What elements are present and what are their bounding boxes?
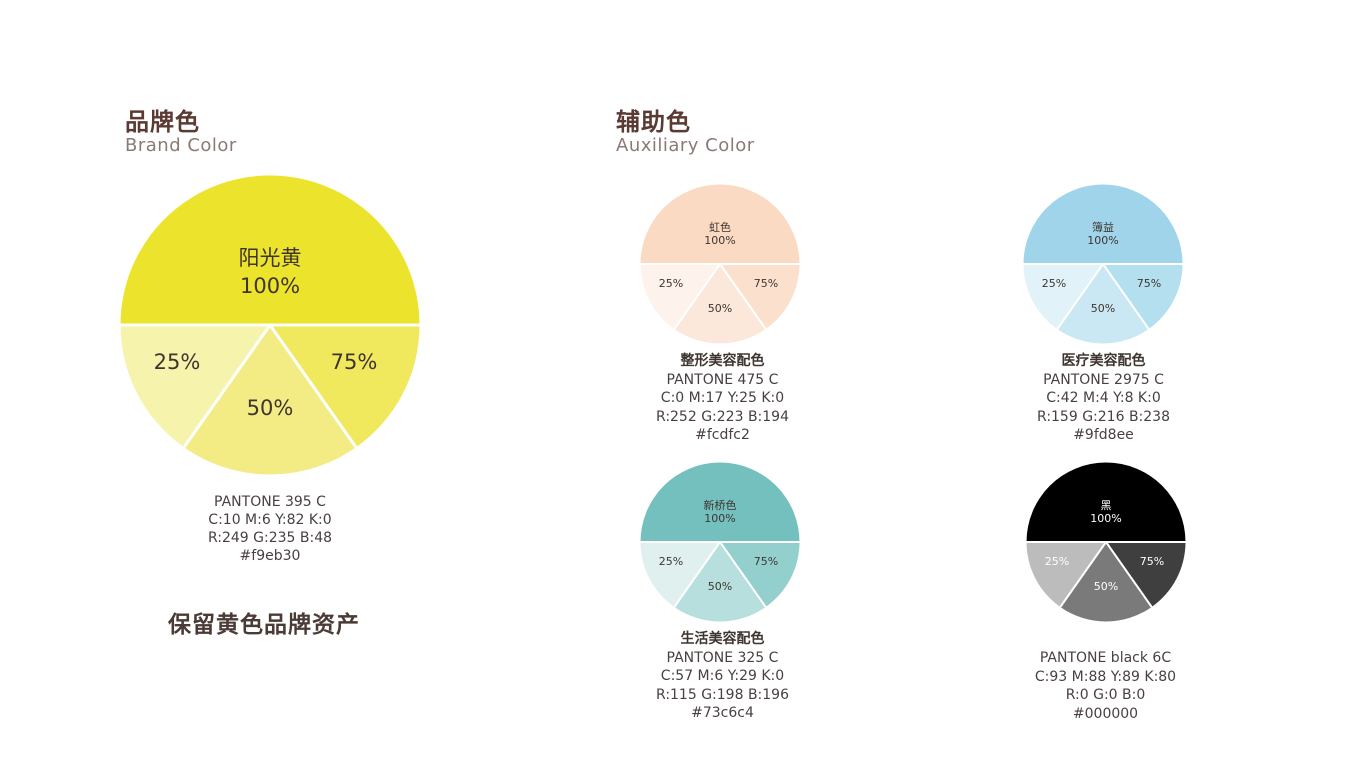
swatch-full-segment — [120, 175, 420, 325]
hex-code: #fcdfc2 — [695, 427, 750, 443]
swatch-tint75-segment — [270, 325, 420, 448]
pantone-code: PANTONE 2975 C — [1043, 371, 1164, 388]
hex-code: #000000 — [1072, 705, 1139, 722]
pantone-code: PANTONE 395 C — [214, 494, 326, 510]
swatch-full-label: 100% — [704, 234, 735, 247]
usage-label: 整形美容配色 — [680, 353, 765, 369]
swatch-tint75-label: 75% — [754, 555, 778, 568]
brand-color-heading: 品牌色 Brand Color — [125, 109, 237, 157]
swatch-tint50-segment — [674, 542, 766, 622]
auxiliary-color-subtitle: Auxiliary Color — [616, 135, 755, 156]
swatch-tint50-segment — [1060, 542, 1152, 622]
brand-color-title: 品牌色 — [125, 108, 200, 136]
pantone-code: PANTONE black 6C — [1039, 650, 1172, 666]
swatch-tint50-segment — [184, 325, 356, 475]
swatch-tint75-label: 75% — [331, 350, 378, 374]
rgb-values: R:115 G:198 B:196 — [656, 686, 789, 703]
swatch-full-label: 100% — [1087, 234, 1118, 247]
auxiliary-swatch-teal: 新桥色 100% 25% 75% 50% — [639, 462, 801, 622]
cmyk-values: C:10 M:6 Y:82 K:0 — [208, 512, 332, 528]
swatch-tint25-label: 25% — [659, 277, 683, 290]
swatch-name-label: 阳光黄 — [239, 246, 302, 270]
swatch-tint25-segment — [120, 325, 270, 448]
auxiliary-swatch-black: 黑 100% 25% 75% 50% — [1025, 462, 1187, 622]
cmyk-values: C:57 M:6 Y:29 K:0 — [660, 668, 785, 684]
auxiliary-specs-blue: 医疗美容配色 PANTONE 2975 C C:42 M:4 Y:8 K:0 R… — [1006, 352, 1201, 445]
swatch-tint25-label: 25% — [154, 350, 201, 374]
swatch-tint25-segment — [640, 264, 720, 329]
swatch-tint50-label: 50% — [1094, 580, 1118, 593]
brand-color-swatch: 阳光黄 100% 25% 75% 50% — [118, 175, 422, 475]
swatch-tint75-segment — [720, 264, 800, 329]
swatch-full-segment — [640, 462, 800, 542]
swatch-tint50-label: 50% — [708, 302, 732, 315]
rgb-values: R:0 G:0 B:0 — [1065, 687, 1146, 703]
rgb-values: R:249 G:235 B:48 — [207, 530, 333, 546]
swatch-tint25-label: 25% — [1045, 555, 1069, 568]
swatch-tint25-segment — [1026, 542, 1106, 607]
swatch-tint50-label: 50% — [247, 396, 294, 420]
swatch-tint75-label: 75% — [1137, 277, 1161, 290]
cmyk-values: C:93 M:88 Y:89 K:80 — [1034, 668, 1177, 685]
auxiliary-specs-black: PANTONE black 6C C:93 M:88 Y:89 K:80 R:0… — [1008, 649, 1203, 723]
swatch-tint75-segment — [1106, 542, 1186, 607]
swatch-tint50-label: 50% — [1091, 302, 1115, 315]
pantone-code: PANTONE 325 C — [666, 649, 779, 666]
swatch-full-label: 100% — [1090, 512, 1121, 525]
brand-slogan: 保留黄色品牌资产 — [168, 612, 360, 638]
swatch-full-segment — [1026, 462, 1186, 542]
swatch-tint25-label: 25% — [659, 555, 683, 568]
hex-code: #f9eb30 — [239, 548, 301, 564]
pantone-code: PANTONE 475 C — [666, 371, 779, 388]
brand-color-subtitle: Brand Color — [125, 135, 237, 156]
brand-color-specs: PANTONE 395 C C:10 M:6 Y:82 K:0 R:249 G:… — [170, 493, 370, 565]
auxiliary-swatch-rainbow: 虹色 100% 25% 75% 50% — [639, 184, 801, 344]
swatch-tint75-label: 75% — [1140, 555, 1164, 568]
swatch-tint25-segment — [1023, 264, 1103, 329]
usage-label: 医疗美容配色 — [1061, 353, 1146, 369]
swatch-tint75-segment — [1103, 264, 1183, 329]
swatch-tint75-segment — [720, 542, 800, 607]
auxiliary-specs-rainbow: 整形美容配色 PANTONE 475 C C:0 M:17 Y:25 K:0 R… — [625, 352, 820, 445]
hex-code: #73c6c4 — [691, 705, 754, 721]
rgb-values: R:159 G:216 B:238 — [1037, 408, 1170, 425]
swatch-tint25-label: 25% — [1042, 277, 1066, 290]
swatch-full-segment — [640, 184, 800, 264]
auxiliary-specs-teal: 生活美容配色 PANTONE 325 C C:57 M:6 Y:29 K:0 R… — [625, 630, 820, 723]
auxiliary-color-heading: 辅助色 Auxiliary Color — [616, 109, 755, 157]
swatch-tint75-label: 75% — [754, 277, 778, 290]
swatch-name-label: 簿益 — [1092, 220, 1114, 234]
swatch-full-label: 100% — [704, 512, 735, 525]
swatch-name-label: 新桥色 — [704, 498, 737, 512]
rgb-values: R:252 G:223 B:194 — [656, 408, 789, 425]
swatch-full-label: 100% — [240, 274, 300, 298]
swatch-name-label: 黑 — [1101, 499, 1112, 512]
auxiliary-color-title: 辅助色 — [616, 108, 691, 136]
swatch-tint50-segment — [674, 264, 766, 344]
swatch-full-segment — [1023, 184, 1183, 264]
swatch-tint50-label: 50% — [708, 580, 732, 593]
swatch-tint50-segment — [1057, 264, 1149, 344]
auxiliary-swatch-blue: 簿益 100% 25% 75% 50% — [1022, 184, 1184, 344]
cmyk-values: C:42 M:4 Y:8 K:0 — [1046, 390, 1161, 406]
swatch-tint25-segment — [640, 542, 720, 607]
usage-label: 生活美容配色 — [680, 631, 765, 647]
swatch-name-label: 虹色 — [709, 220, 731, 234]
hex-code: #9fd8ee — [1073, 427, 1134, 443]
cmyk-values: C:0 M:17 Y:25 K:0 — [660, 390, 785, 406]
